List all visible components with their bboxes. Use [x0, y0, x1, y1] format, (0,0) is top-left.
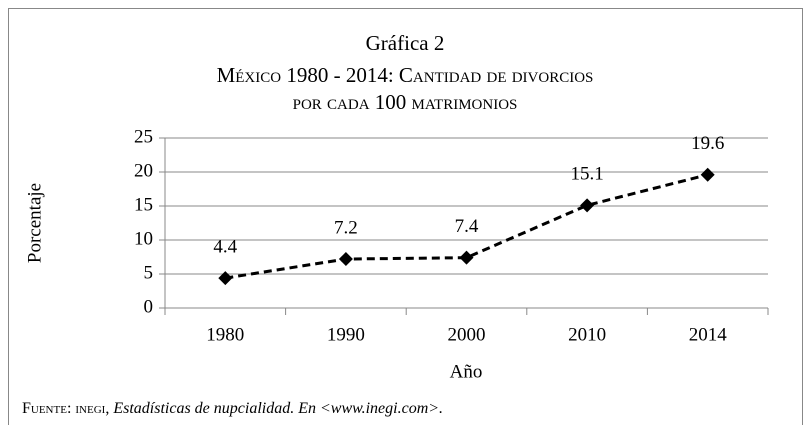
data-label: 7.4 — [455, 216, 479, 237]
y-tick-label: 25 — [134, 126, 153, 147]
data-label: 15.1 — [570, 164, 603, 185]
x-tick-label: 2014 — [689, 324, 728, 345]
x-tick-label: 2000 — [448, 324, 486, 345]
data-label: 4.4 — [213, 236, 237, 257]
marker — [700, 167, 715, 182]
chart-title: Gráfica 2 — [366, 31, 445, 55]
data-label: 7.2 — [334, 217, 358, 238]
series-line — [225, 173, 709, 280]
marker — [218, 271, 233, 286]
y-tick-label: 0 — [144, 296, 154, 317]
y-axis-label: Porcentaje — [24, 183, 45, 263]
data-label: 19.6 — [691, 133, 724, 154]
x-tick-label: 1980 — [206, 324, 244, 345]
y-tick-label: 20 — [134, 160, 153, 181]
marker — [459, 250, 474, 265]
source-label: Fuente: inegi, — [22, 400, 109, 417]
chart-subtitle: por cada 100 matrimonios — [293, 90, 518, 114]
marker — [338, 252, 353, 267]
x-tick-label: 2010 — [568, 324, 606, 345]
chart-frame — [8, 8, 803, 425]
y-tick-label: 5 — [144, 262, 154, 283]
y-tick-label: 10 — [134, 228, 153, 249]
chart-subtitle: México 1980 - 2014: Cantidad de divorcio… — [217, 63, 594, 87]
source-text: Estadísticas de nupcialidad. En <www.ine… — [112, 400, 443, 417]
x-tick-label: 1990 — [327, 324, 365, 345]
marker — [580, 198, 595, 213]
source: Fuente: inegi, Estadísticas de nupcialid… — [22, 400, 443, 417]
y-tick-label: 15 — [134, 194, 153, 215]
x-axis-label: Año — [450, 361, 483, 382]
